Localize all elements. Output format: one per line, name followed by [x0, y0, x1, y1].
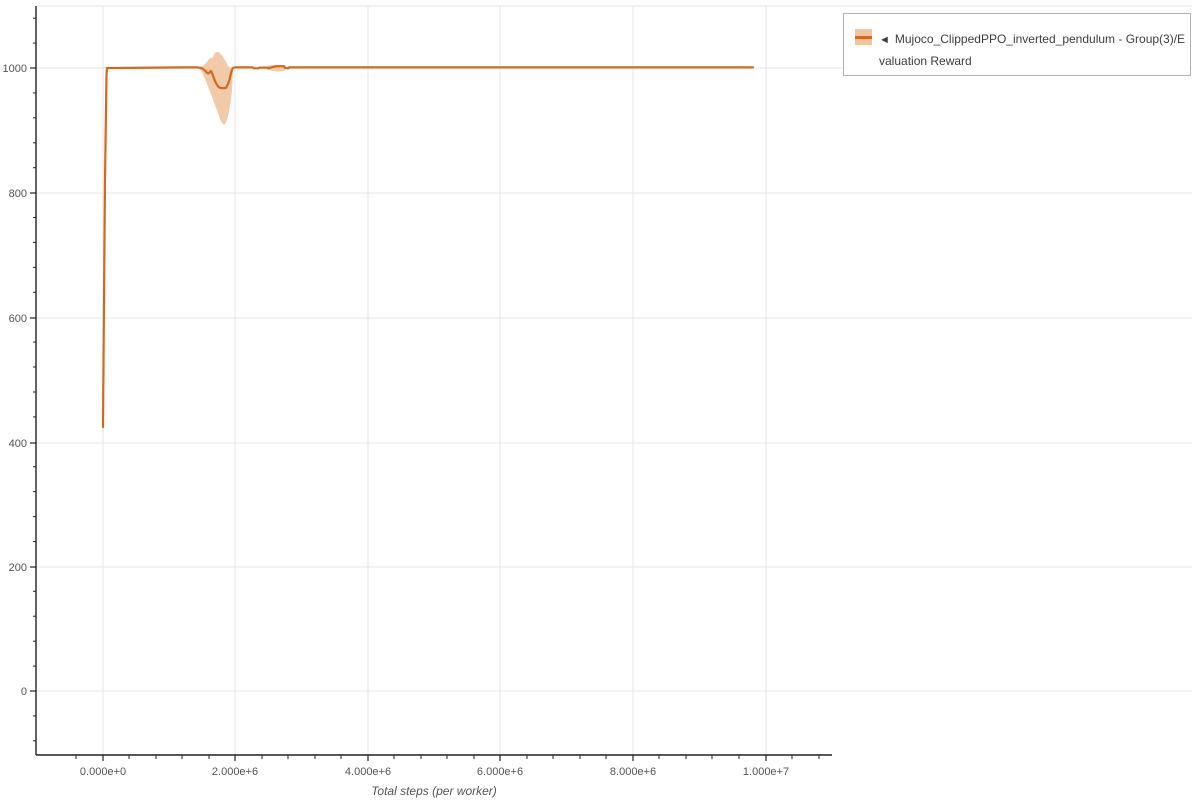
svg-text:0: 0	[21, 686, 27, 698]
svg-text:6.000e+6: 6.000e+6	[477, 766, 523, 778]
svg-text:1000: 1000	[3, 63, 27, 75]
svg-text:600: 600	[9, 313, 27, 325]
svg-text:200: 200	[9, 562, 27, 574]
svg-text:800: 800	[9, 188, 27, 200]
svg-text:Total steps (per worker): Total steps (per worker)	[371, 784, 497, 798]
svg-text:0.000e+0: 0.000e+0	[80, 766, 126, 778]
svg-text:4.000e+6: 4.000e+6	[345, 766, 391, 778]
svg-text:2.000e+6: 2.000e+6	[212, 766, 258, 778]
svg-text:400: 400	[9, 438, 27, 450]
svg-text:8.000e+6: 8.000e+6	[610, 766, 656, 778]
svg-text:1.000e+7: 1.000e+7	[743, 766, 789, 778]
